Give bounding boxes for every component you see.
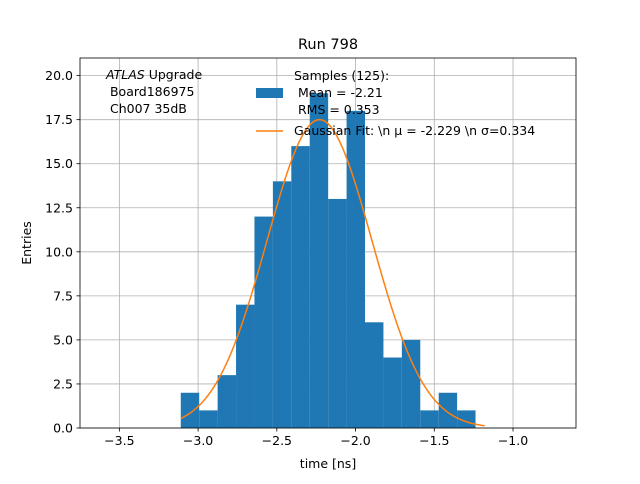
x-tick-label: −2.0 — [340, 433, 370, 448]
y-tick-label: 5.0 — [53, 332, 73, 347]
histogram-bar — [217, 375, 237, 428]
y-tick-label: 15.0 — [45, 156, 73, 171]
gaussian-fit-curve — [180, 118, 485, 427]
y-tick-label: 12.5 — [45, 200, 73, 215]
x-tick-label: −2.5 — [262, 433, 292, 448]
histogram-bar — [401, 339, 421, 428]
legend-samples-mean: Mean = -2.21 — [294, 85, 383, 100]
board-label: Board186975 — [106, 84, 194, 99]
legend-samples-label: Samples (125): — [294, 68, 389, 83]
plot-frame — [79, 57, 577, 429]
y-axis-ticks: 0.0 2.5 5.0 7.5 10.0 12.5 15.0 17.5 20.0 — [45, 68, 80, 436]
x-axis-label: time [ns] — [300, 456, 356, 471]
histogram-bar — [199, 410, 218, 428]
histogram-bar — [438, 392, 458, 428]
y-tick-label: 20.0 — [45, 68, 73, 83]
channel-label: Ch007 35dB — [106, 101, 187, 116]
histogram-bar — [420, 410, 439, 428]
x-tick-label: −3.5 — [104, 433, 134, 448]
y-tick-label: 17.5 — [45, 112, 73, 127]
legend-fit-label: Gaussian Fit: \n μ = -2.229 \n σ=0.334 — [294, 123, 535, 138]
y-tick-label: 0.0 — [53, 421, 73, 436]
histogram-bar — [236, 304, 255, 428]
y-axis-label: Entries — [19, 221, 34, 265]
x-tick-label: −1.5 — [419, 433, 449, 448]
y-tick-label: 10.0 — [45, 244, 73, 259]
histogram-bar — [383, 357, 402, 428]
atlas-label: ATLAS Upgrade — [105, 67, 202, 82]
histogram-bar — [328, 198, 347, 428]
x-tick-label: −1.0 — [498, 433, 528, 448]
atlas-italic: ATLAS — [105, 67, 145, 82]
histogram-bar — [346, 110, 366, 428]
histogram-bar — [291, 146, 310, 428]
histogram-bar — [180, 392, 200, 428]
x-tick-label: −3.0 — [183, 433, 213, 448]
legend: Samples (125): Mean = -2.21 RMS = 0.353 … — [256, 68, 535, 138]
histogram-bar — [272, 181, 292, 428]
x-axis-ticks: −3.5 −3.0 −2.5 −2.0 −1.5 −1.0 — [104, 428, 528, 448]
histogram-bars — [180, 93, 476, 428]
y-tick-label: 7.5 — [53, 288, 73, 303]
histogram-bar — [309, 93, 329, 428]
atlas-annotation: ATLAS Upgrade Board186975 Ch007 35dB — [105, 67, 202, 116]
atlas-upgrade: Upgrade — [145, 67, 203, 82]
legend-samples-rms: RMS = 0.353 — [294, 102, 380, 117]
histogram-bar — [254, 216, 273, 428]
legend-samples-swatch — [256, 88, 283, 98]
y-tick-label: 2.5 — [53, 376, 73, 391]
histogram-bar — [365, 322, 384, 428]
chart-title: Run 798 — [298, 37, 358, 53]
